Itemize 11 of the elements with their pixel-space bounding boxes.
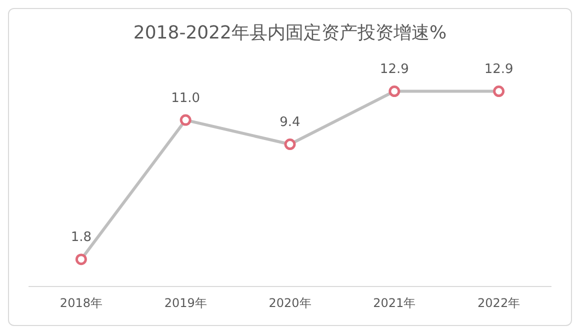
x-tick-label: 2019年: [164, 296, 207, 310]
x-tick-label: 2022年: [478, 296, 520, 310]
x-tick-label: 2021年: [373, 296, 416, 310]
data-label: 12.9: [484, 62, 514, 78]
x-tick-label: 2020年: [268, 296, 312, 310]
data-label: 11.0: [171, 90, 200, 106]
data-label: 9.4: [280, 115, 300, 130]
data-label: 1.8: [70, 230, 92, 246]
x-tick-label: 2018年: [60, 296, 102, 310]
data-label: 12.9: [380, 62, 409, 78]
chart-title: 2018-2022年县内固定资产投资增速%: [133, 22, 447, 44]
